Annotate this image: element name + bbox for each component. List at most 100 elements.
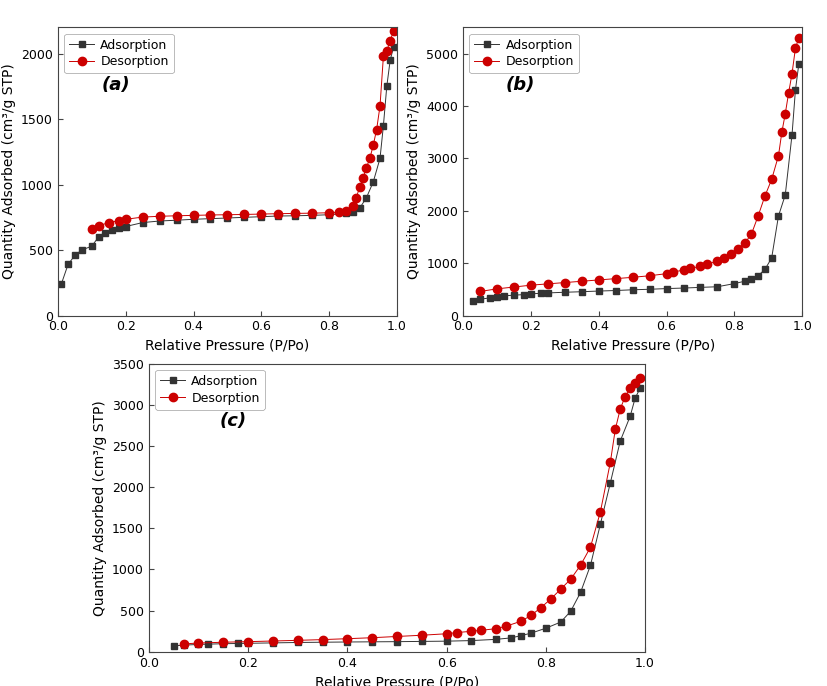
Desorption bbox=[586, 543, 595, 552]
Desorption bbox=[290, 209, 300, 217]
Adsorption bbox=[273, 212, 283, 220]
Desorption bbox=[620, 392, 630, 401]
Desorption bbox=[556, 585, 566, 593]
Desorption bbox=[560, 279, 570, 287]
Desorption bbox=[668, 268, 678, 276]
Adsorption bbox=[625, 412, 635, 421]
Adsorption bbox=[392, 637, 402, 646]
Adsorption bbox=[729, 279, 739, 287]
Desorption bbox=[389, 27, 399, 36]
Adsorption bbox=[499, 292, 509, 300]
Desorption bbox=[218, 638, 228, 646]
Desorption bbox=[155, 212, 165, 220]
Y-axis label: Quantity Adsorbed (cm³/g STP): Quantity Adsorbed (cm³/g STP) bbox=[93, 400, 107, 615]
Adsorption bbox=[100, 229, 110, 237]
Desorption bbox=[334, 208, 344, 216]
Desorption bbox=[341, 206, 351, 215]
Desorption bbox=[686, 264, 696, 272]
Adsorption bbox=[760, 265, 770, 274]
Adsorption bbox=[566, 607, 576, 615]
Adsorption bbox=[268, 639, 278, 647]
Line: Adsorption: Adsorption bbox=[171, 386, 643, 649]
Adsorption bbox=[787, 131, 797, 139]
Adsorption bbox=[556, 618, 566, 626]
Adsorption bbox=[318, 638, 327, 646]
Desorption bbox=[268, 637, 278, 645]
Adsorption bbox=[172, 216, 182, 224]
Legend: Adsorption, Desorption: Adsorption, Desorption bbox=[155, 370, 265, 410]
Desorption bbox=[746, 230, 756, 239]
Desorption bbox=[194, 639, 203, 647]
Desorption bbox=[526, 611, 536, 619]
Text: (a): (a) bbox=[101, 76, 130, 94]
Adsorption bbox=[491, 635, 501, 643]
X-axis label: Relative Pressure (P/Po): Relative Pressure (P/Po) bbox=[551, 339, 715, 353]
Desorption bbox=[787, 69, 797, 78]
Adsorption bbox=[645, 285, 655, 294]
Adsorption bbox=[595, 520, 605, 528]
Adsorption bbox=[468, 297, 478, 305]
Desorption bbox=[342, 635, 352, 643]
Desorption bbox=[719, 254, 729, 262]
Adsorption bbox=[526, 629, 536, 637]
Adsorption bbox=[576, 589, 586, 597]
Adsorption bbox=[466, 637, 476, 645]
Desorption bbox=[760, 192, 770, 200]
Adsorption bbox=[536, 289, 546, 298]
Desorption bbox=[475, 287, 485, 296]
Adsorption bbox=[233, 639, 243, 648]
Desorption bbox=[355, 183, 365, 191]
Adsorption bbox=[87, 242, 97, 250]
Desorption bbox=[739, 239, 749, 248]
Adsorption bbox=[586, 561, 595, 569]
Desorption bbox=[726, 250, 736, 258]
Y-axis label: Quantity Adsorbed (cm³/g STP): Quantity Adsorbed (cm³/g STP) bbox=[407, 64, 421, 279]
Adsorption bbox=[77, 246, 87, 255]
Desorption bbox=[256, 210, 266, 218]
Desorption bbox=[358, 174, 368, 182]
Desorption bbox=[630, 379, 640, 387]
Desorption bbox=[371, 126, 381, 134]
Desorption bbox=[773, 152, 783, 160]
Desorption bbox=[308, 209, 318, 217]
Desorption bbox=[375, 102, 385, 110]
Desorption bbox=[546, 595, 556, 603]
Desorption bbox=[348, 202, 358, 210]
Adsorption bbox=[506, 634, 516, 642]
Adsorption bbox=[169, 642, 179, 650]
Adsorption bbox=[69, 251, 79, 259]
Adsorption bbox=[594, 287, 604, 295]
Desorption bbox=[179, 640, 189, 648]
Desorption bbox=[662, 270, 672, 278]
Adsorption bbox=[368, 178, 378, 186]
Desorption bbox=[137, 213, 147, 221]
Adsorption bbox=[780, 191, 790, 199]
Desorption bbox=[610, 274, 620, 283]
Adsorption bbox=[610, 286, 620, 294]
Adsorption bbox=[519, 290, 529, 298]
Adsorption bbox=[63, 261, 73, 269]
Desorption bbox=[791, 45, 801, 53]
Desorption bbox=[566, 575, 576, 583]
Adsorption bbox=[628, 285, 638, 294]
Adsorption bbox=[342, 638, 352, 646]
Line: Adsorption: Adsorption bbox=[59, 45, 396, 287]
Desorption bbox=[605, 458, 615, 466]
Desorption bbox=[615, 405, 625, 413]
Adsorption bbox=[205, 215, 215, 223]
Adsorption bbox=[240, 213, 250, 222]
Adsorption bbox=[746, 275, 756, 283]
Desorption bbox=[595, 508, 605, 516]
Adsorption bbox=[293, 639, 303, 647]
Desorption bbox=[318, 635, 327, 643]
Desorption bbox=[293, 636, 303, 644]
Line: Desorption: Desorption bbox=[476, 34, 803, 296]
Line: Desorption: Desorption bbox=[88, 27, 398, 233]
Desorption bbox=[93, 222, 103, 230]
Adsorption bbox=[662, 285, 672, 293]
Adsorption bbox=[290, 212, 300, 220]
Adsorption bbox=[560, 288, 570, 296]
Adsorption bbox=[218, 639, 228, 648]
Desorption bbox=[780, 110, 790, 118]
Desorption bbox=[509, 283, 519, 291]
